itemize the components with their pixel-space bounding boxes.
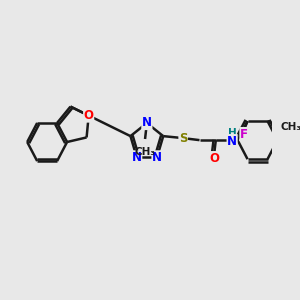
Text: N: N [132, 151, 142, 164]
Text: H: H [228, 128, 236, 138]
Text: CH₃: CH₃ [135, 147, 156, 157]
Text: N: N [152, 151, 162, 164]
Text: N: N [227, 135, 237, 148]
Text: O: O [84, 109, 94, 122]
Text: O: O [209, 152, 219, 165]
Text: N: N [142, 116, 152, 130]
Text: S: S [179, 132, 188, 145]
Text: CH₃: CH₃ [280, 122, 300, 132]
Text: F: F [240, 128, 248, 141]
